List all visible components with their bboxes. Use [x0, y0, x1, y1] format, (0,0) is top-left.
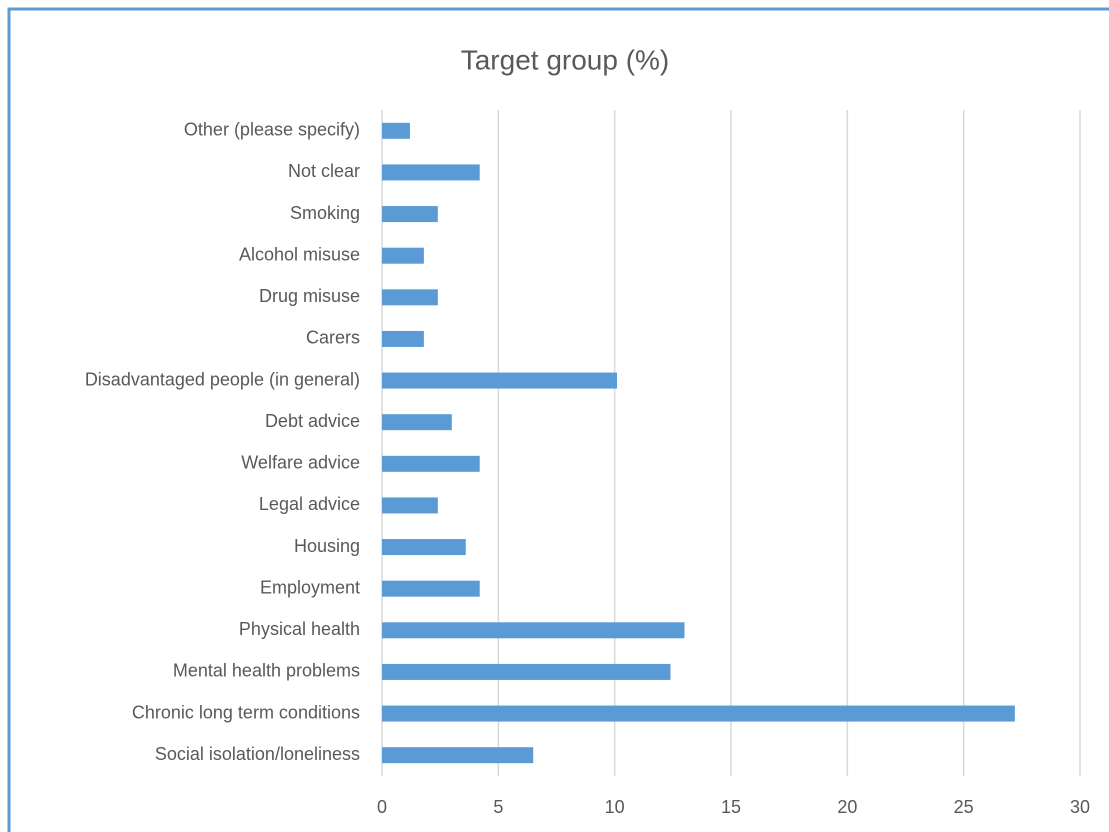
- bar: [382, 705, 1015, 722]
- y-tick-label: Drug misuse: [259, 286, 360, 306]
- y-tick-label: Welfare advice: [241, 453, 360, 473]
- bar: [382, 122, 410, 139]
- bar: [382, 497, 438, 514]
- y-tick-label: Other (please specify): [184, 120, 360, 140]
- chart-frame: [7, 7, 1109, 832]
- y-tick-label: Debt advice: [265, 411, 360, 431]
- y-tick-label: Legal advice: [259, 494, 360, 514]
- x-tick-label: 15: [721, 797, 741, 817]
- bar: [382, 247, 424, 264]
- bar: [382, 539, 466, 556]
- bar: [382, 414, 452, 431]
- bar: [382, 330, 424, 347]
- y-tick-label: Chronic long term conditions: [132, 702, 360, 722]
- bar: [382, 164, 480, 181]
- x-tick-label: 0: [377, 797, 387, 817]
- x-tick-label: 25: [954, 797, 974, 817]
- x-tick-label: 20: [837, 797, 857, 817]
- x-tick-label: 5: [493, 797, 503, 817]
- bar: [382, 747, 534, 764]
- y-tick-label: Smoking: [290, 203, 360, 223]
- x-tick-label: 10: [605, 797, 625, 817]
- y-tick-label: Housing: [294, 536, 360, 556]
- y-tick-label: Social isolation/loneliness: [155, 744, 360, 764]
- y-tick-label: Physical health: [239, 619, 360, 639]
- y-tick-label: Not clear: [288, 161, 360, 181]
- y-tick-label: Disadvantaged people (in general): [85, 369, 360, 389]
- bar: [382, 455, 480, 472]
- bar: [382, 663, 671, 680]
- y-tick-label: Employment: [260, 577, 360, 597]
- bar: [382, 580, 480, 597]
- bar: [382, 372, 617, 389]
- y-tick-label: Mental health problems: [173, 661, 360, 681]
- y-tick-label: Carers: [306, 328, 360, 348]
- y-tick-label: Alcohol misuse: [239, 244, 360, 264]
- x-tick-label: 30: [1070, 797, 1090, 817]
- bar: [382, 289, 438, 306]
- bar: [382, 206, 438, 223]
- chart-title: Target group (%): [461, 44, 670, 75]
- bar: [382, 622, 685, 639]
